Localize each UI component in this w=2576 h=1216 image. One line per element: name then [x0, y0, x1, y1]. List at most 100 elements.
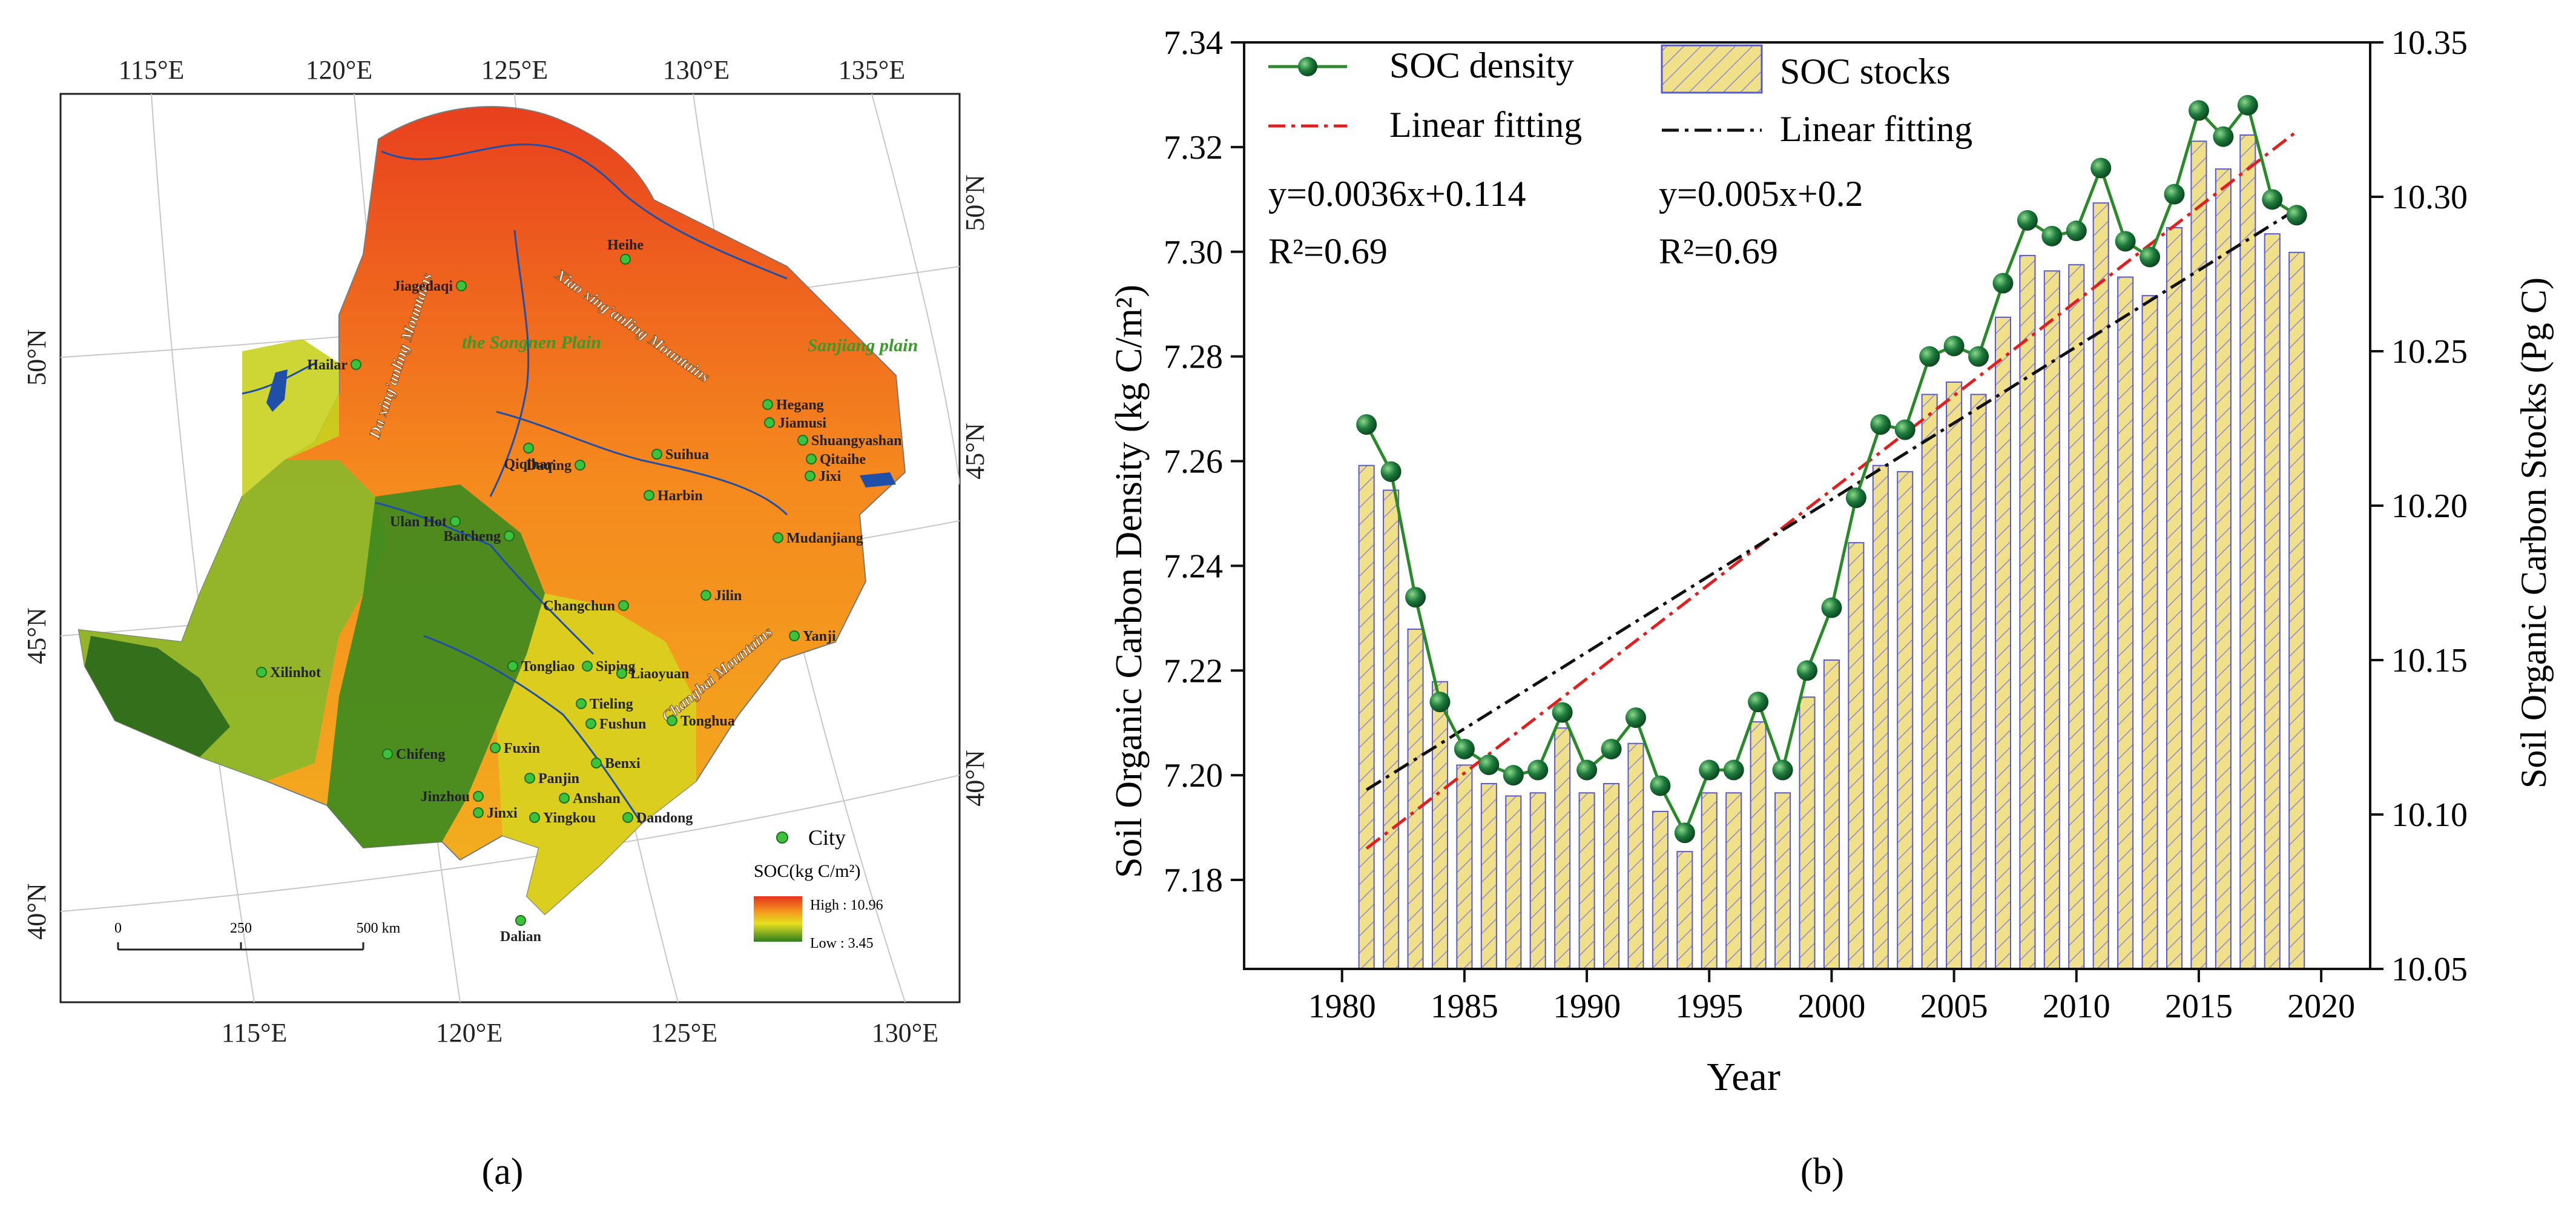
soc-density-point: [1503, 765, 1524, 786]
low-soc-zone-central: [327, 484, 545, 848]
y2-tick-label: 10.25: [2391, 333, 2468, 371]
soc-legend-high: High : 10.96: [810, 897, 883, 913]
soc-stock-bar: [2068, 264, 2085, 970]
soc-density-point: [1576, 759, 1598, 781]
city-label: Yanji: [803, 629, 836, 644]
scale-tick: 250: [230, 920, 252, 936]
soc-density-point: [1968, 346, 1989, 367]
y2-tick-label: 10.10: [2391, 796, 2468, 834]
soc-color-ramp: [754, 896, 802, 942]
x-tick-label: 1980: [1308, 988, 1376, 1025]
legend-density-label: SOC density: [1389, 45, 1574, 85]
soc-density-point: [1992, 273, 2014, 294]
city-label: Jiagedaqi: [393, 279, 453, 294]
city-label: Suihua: [665, 447, 709, 463]
soc-stock-bar: [2239, 134, 2256, 970]
city-label: Tongliao: [521, 659, 575, 675]
soc-stocks-bars: [1358, 134, 2305, 970]
soc-stock-bar: [1897, 471, 1914, 970]
soc-stock-bar: [1872, 464, 1889, 970]
y-tick-label: 7.28: [1164, 339, 1223, 376]
city-label: Jinxi: [487, 805, 518, 821]
x-tick-label: 2020: [2287, 988, 2355, 1025]
lon-tick-bottom: 115°E: [222, 1018, 288, 1048]
y2-tick-label: 10.15: [2391, 642, 2468, 679]
soc-density-point: [1894, 419, 1916, 440]
panel-a-label: (a): [482, 1151, 524, 1192]
soc-legend-title: SOC(kg C/m²): [754, 861, 861, 881]
y-tick-label: 7.32: [1164, 129, 1223, 167]
legend-density-marker: [1298, 57, 1317, 76]
mid-soc-zone-south: [496, 593, 696, 914]
city-marker-icon: [256, 667, 267, 678]
soc-density-point: [1821, 597, 1842, 618]
city-marker-icon: [667, 715, 677, 726]
city-label: Mudanjiang: [786, 530, 863, 546]
city-label: Fushun: [599, 716, 646, 732]
city-marker-icon: [575, 460, 585, 471]
soc-stock-bar: [1627, 742, 1644, 970]
city-marker-icon: [515, 915, 526, 926]
city-label: Tonghua: [680, 713, 735, 729]
soc-density-point: [2213, 126, 2234, 147]
y-tick-label: 7.26: [1164, 443, 1223, 481]
soc-density-point: [1454, 738, 1475, 759]
city-marker-icon: [700, 590, 711, 601]
soc-density-point: [1527, 759, 1549, 781]
city-marker-icon: [772, 532, 783, 543]
city-label: Daqing: [526, 458, 572, 474]
linear-fit-lines: [1365, 130, 2298, 850]
soc-density-point: [2090, 157, 2112, 179]
city-label: Dandong: [636, 810, 693, 826]
city-markers: Heihe Jiagedaqi Hailar Hegang Jiamusi Shuangy…: [256, 237, 901, 945]
city-label: Shuangyashan: [811, 433, 901, 449]
lon-tick-top: 125°E: [481, 55, 548, 85]
city-marker-icon: [576, 698, 587, 709]
map-legend: City SOC(kg C/m²) High : 10.96 Low : 3.4…: [754, 825, 883, 951]
city-marker-icon: [523, 443, 534, 454]
fit1-r-squared: R²=0.69: [1268, 231, 1388, 271]
city-marker-icon: [507, 661, 518, 672]
city-marker-icon: [456, 280, 467, 291]
city-marker-icon: [764, 417, 775, 428]
region-label: the Songnen Plain: [462, 332, 601, 352]
soc-stock-bar: [1750, 721, 1767, 970]
chart-axes: 1980 1985 1990 1995 2000 2005 2010 2015 2020 7.18…: [1164, 24, 2468, 1025]
low-soc-zone-deep: [85, 636, 230, 757]
y-tick-label: 7.30: [1164, 234, 1223, 271]
city-legend-label: City: [808, 825, 846, 850]
soc-density-point: [1943, 335, 1965, 357]
legend-stocks-label: SOC stocks: [1780, 51, 1951, 91]
soc-density-point: [2017, 210, 2038, 231]
soc-stock-bar: [2215, 168, 2232, 970]
x-tick-label: 2010: [2043, 988, 2110, 1025]
soc-stock-bar: [2190, 140, 2207, 970]
soc-density-point: [1845, 487, 1866, 509]
lon-tick-top: 135°E: [838, 55, 905, 85]
soc-density-point: [1797, 660, 1817, 681]
soc-stock-bar: [2117, 276, 2134, 970]
soc-density-point: [1380, 461, 1402, 482]
city-marker-icon: [797, 435, 808, 446]
soc-stock-bar: [1578, 792, 1595, 970]
hulunbuir-zone: [242, 339, 339, 497]
soc-stock-bar: [1946, 382, 1963, 970]
soc-density-point: [2237, 94, 2258, 116]
city-label: Xilinhot: [270, 665, 321, 681]
city-marker-icon: [805, 471, 815, 481]
y2-tick-label: 10.05: [2391, 951, 2468, 988]
x-tick-label: 1990: [1553, 988, 1621, 1025]
soc-stock-bar: [1774, 792, 1791, 970]
city-label: Hailar: [307, 357, 348, 373]
lat-tick-right: 45°N: [960, 423, 990, 479]
city-label: Chifeng: [396, 747, 445, 762]
lon-tick-bottom: 130°E: [872, 1018, 938, 1048]
city-marker-icon: [616, 668, 627, 679]
city-label: Heihe: [607, 237, 644, 253]
panel-b-label: (b): [1800, 1151, 1844, 1192]
soc-stock-bar: [1407, 629, 1424, 970]
city-legend-icon: [776, 831, 788, 844]
soc-density-point: [1699, 759, 1720, 781]
city-label: Jinzhou: [421, 789, 470, 805]
city-label: Qiqihar: [504, 457, 553, 472]
